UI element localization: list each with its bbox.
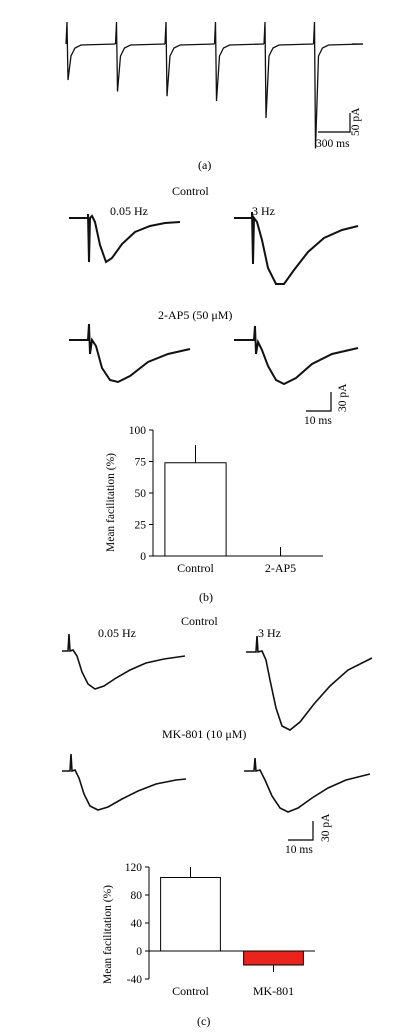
panel-b-freq-high: 3 Hz [252, 204, 275, 218]
chart-c-ytick-label: 80 [131, 890, 143, 902]
chart-b-ytick-label: 75 [135, 457, 147, 469]
trace-c-drug-low [62, 753, 187, 811]
panel-a-time-scale: 300 ms [316, 138, 350, 150]
chart-c-ytick-label: 40 [131, 918, 143, 930]
trace-b-drug-low [69, 323, 191, 384]
chart-c-xtick-label: Control [172, 984, 209, 998]
trace-b-control-high [234, 211, 359, 285]
epsc-train [65, 21, 364, 149]
panel-c-time-scale: 10 ms [285, 844, 313, 856]
bar-chart-c-plot: -40 0 40 80 120 Control MK-801 [125, 862, 315, 998]
chart-b-ytick-label: 25 [135, 520, 147, 532]
bar-chart-c-ylabel: Mean facilitation (%) [102, 885, 114, 984]
chart-c-ytick-label: -40 [127, 974, 143, 986]
panel-c-scale-bar [288, 821, 314, 841]
trace-c-drug-high [244, 757, 371, 813]
panel-b-time-scale: 10 ms [304, 415, 332, 427]
chart-c-bar-mk-801 [243, 950, 304, 966]
epsc-4 [213, 21, 265, 102]
panel-c-drug-title: MK-801 (10 μM) [162, 727, 247, 741]
panel-b-freq-low: 0.05 Hz [110, 204, 148, 218]
chart-b-ytick-label: 0 [140, 551, 146, 563]
chart-b-xtick-label: Control [177, 561, 214, 575]
epsc-2 [114, 21, 166, 92]
chart-c-bar-control [160, 877, 221, 952]
chart-b-xtick-label: 2-AP5 [265, 561, 296, 575]
epsc-5 [263, 21, 314, 119]
trace-b-drug-high [234, 325, 359, 386]
trace-b-control-low [69, 213, 181, 264]
chart-c-ytick-label: 0 [136, 946, 142, 958]
chart-b-ytick-label: 100 [129, 425, 147, 437]
panel-c-freq-low: 0.05 Hz [98, 626, 136, 640]
epsc-6 [312, 21, 364, 149]
bar-chart-b-plot: 0 25 50 75 100 Control 2-AP5 [129, 425, 323, 575]
chart-b-bar-control [164, 462, 227, 557]
chart-c-xtick-label: MK-801 [253, 984, 294, 998]
panel-a-scale-bar [318, 113, 351, 133]
trace-c-control-low [62, 633, 186, 690]
panel-b-control-title: Control [172, 184, 209, 198]
trace-c-control-high [246, 635, 373, 731]
panel-a-label: (a) [198, 158, 212, 172]
panel-c-freq-high: 3 Hz [258, 626, 281, 640]
chart-c-ytick-label: 120 [125, 862, 143, 874]
panel-c-label: (c) [197, 1014, 211, 1028]
panel-b-drug-title: 2-AP5 (50 μM) [158, 308, 233, 322]
panel-c-control-title: Control [181, 614, 218, 628]
panel-b-scale-bar [306, 392, 332, 412]
epsc-1 [65, 21, 116, 81]
panel-b-label: (b) [199, 590, 213, 604]
epsc-3 [164, 21, 215, 97]
chart-b-ytick-label: 50 [135, 488, 147, 500]
